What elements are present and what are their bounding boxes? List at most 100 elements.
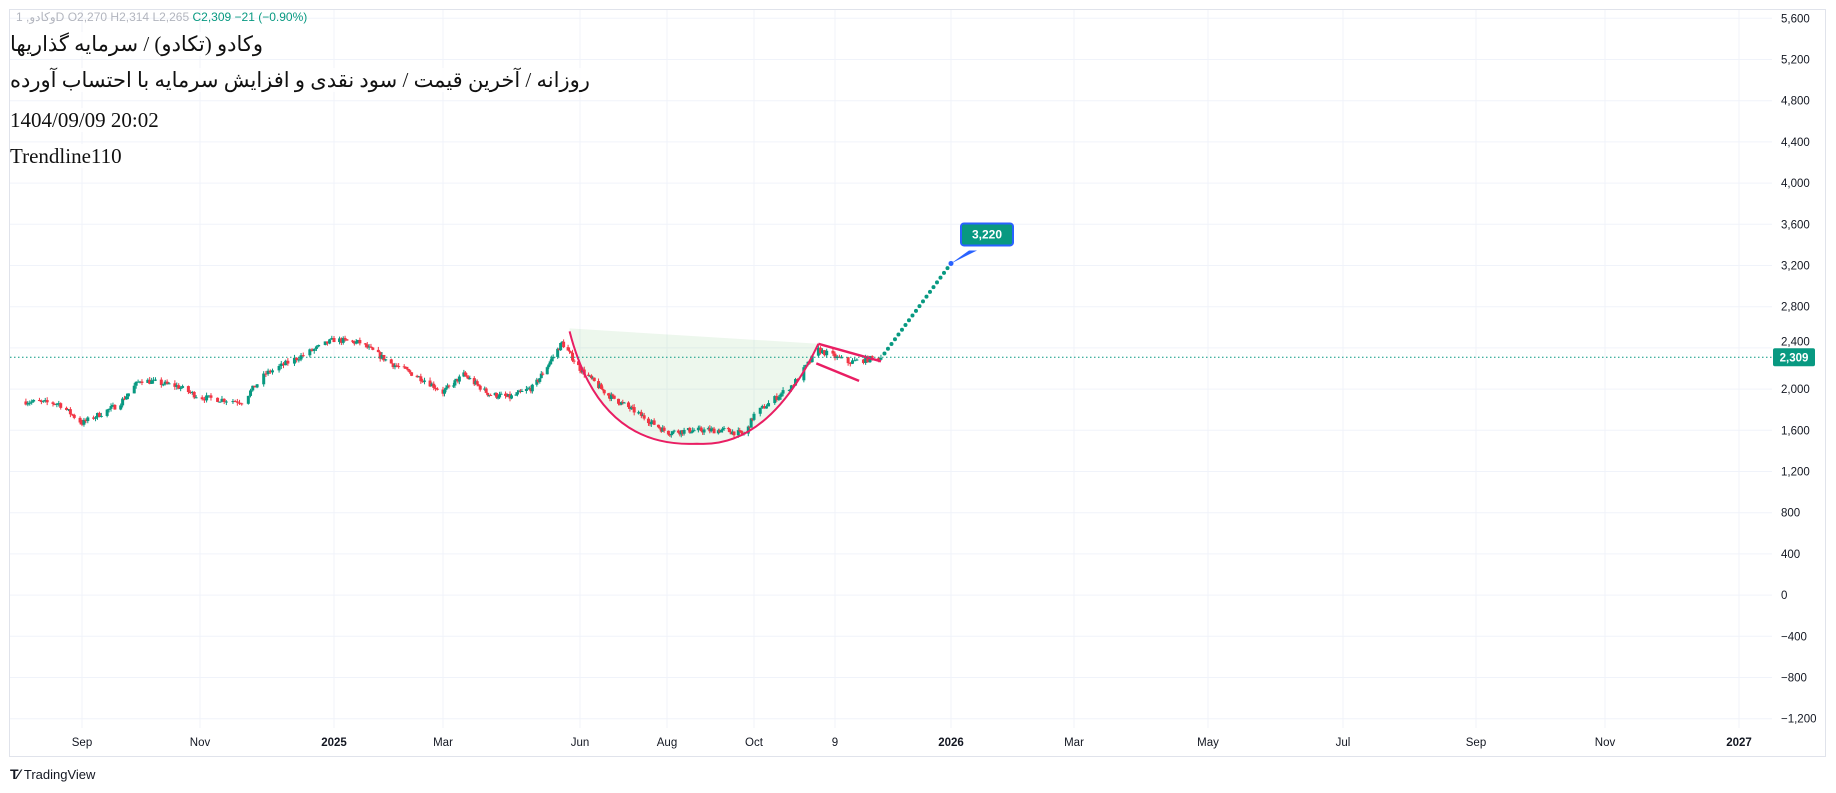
candle (846, 356, 850, 366)
candle (391, 363, 395, 370)
candle (410, 372, 414, 377)
candle-body (562, 341, 566, 348)
candle-body (28, 402, 32, 404)
candle-body (68, 409, 72, 415)
candle (181, 384, 185, 389)
candle (65, 406, 69, 411)
candle (551, 354, 555, 362)
candle (146, 378, 150, 384)
candle (148, 376, 152, 385)
candle-body (235, 401, 239, 403)
candle-body (432, 383, 436, 388)
candle (712, 426, 716, 434)
candle (53, 403, 57, 406)
candle-body (548, 361, 552, 365)
candle (328, 338, 332, 345)
candle-body (343, 337, 347, 340)
candle (292, 354, 296, 367)
candle-body (609, 394, 613, 399)
candle-body (547, 364, 551, 368)
x-tick-label: Nov (1595, 737, 1616, 749)
candle-body (688, 428, 692, 433)
candle-body (123, 398, 127, 400)
candle (119, 403, 123, 411)
candle-body (404, 366, 408, 369)
candle (642, 412, 646, 421)
candle-body (816, 347, 820, 356)
candle-body (200, 397, 204, 400)
candle (538, 377, 542, 384)
candle-body (82, 419, 86, 425)
candle (209, 393, 213, 401)
candle-body (721, 428, 725, 431)
tradingview-footer[interactable]: T⁄ TradingView (10, 766, 95, 782)
candle (190, 390, 194, 395)
x-tick-label: 2027 (1726, 737, 1752, 749)
projection-dot (931, 285, 936, 290)
candle-body (559, 342, 563, 351)
candle (428, 377, 432, 388)
candle-body (378, 352, 382, 359)
candle (787, 389, 791, 392)
candle-body (760, 406, 764, 408)
candle (486, 392, 490, 397)
candle (767, 400, 771, 407)
x-tick-label: Jun (571, 737, 590, 749)
projection-dot (917, 304, 922, 309)
candle (350, 339, 354, 343)
candle-body (758, 407, 762, 414)
candle-body (612, 395, 616, 399)
candle-body (105, 409, 109, 416)
candle (161, 383, 165, 387)
candle-body (292, 357, 296, 364)
candle (721, 426, 725, 433)
candle-body (173, 383, 177, 387)
legend-change: −21 (−0.90%) (234, 10, 308, 24)
candle (539, 371, 543, 379)
candle (231, 398, 235, 404)
candle-body (32, 399, 36, 402)
candle (779, 392, 783, 400)
candle-body (520, 391, 524, 393)
candle (352, 340, 356, 346)
candle-body (233, 401, 237, 403)
candle-body (352, 341, 356, 344)
candle (55, 402, 59, 408)
x-tick-label: 2026 (938, 737, 964, 749)
candle (619, 401, 623, 406)
candle (43, 397, 47, 403)
candle-body (338, 338, 342, 343)
candle (609, 392, 613, 402)
candle (238, 399, 242, 405)
x-tick-label: 2025 (321, 737, 347, 749)
candle (179, 386, 183, 392)
candle (105, 409, 109, 418)
candle (45, 397, 49, 406)
projection-dot (934, 280, 939, 285)
candle (358, 337, 362, 346)
candle-body (722, 428, 726, 430)
chart-datetime: 1404/09/09 20:02 (10, 108, 159, 132)
candle-body (489, 395, 493, 397)
candle (279, 360, 283, 370)
candle (639, 409, 643, 419)
candle (692, 428, 696, 432)
candle-body (150, 380, 154, 384)
candle (222, 398, 226, 405)
candle-body (253, 385, 257, 388)
candle (270, 368, 274, 375)
y-tick-label: 4,800 (1781, 96, 1810, 108)
candle (752, 411, 756, 422)
candle (562, 339, 566, 349)
candle (165, 379, 169, 385)
candle (30, 399, 34, 405)
candle-body (794, 379, 798, 386)
candle-body (119, 405, 123, 410)
candle-body (741, 432, 745, 435)
candle-body (639, 412, 643, 416)
candle-body (109, 406, 113, 409)
candle (835, 354, 839, 361)
candle (612, 395, 616, 400)
candle-body (486, 392, 490, 396)
